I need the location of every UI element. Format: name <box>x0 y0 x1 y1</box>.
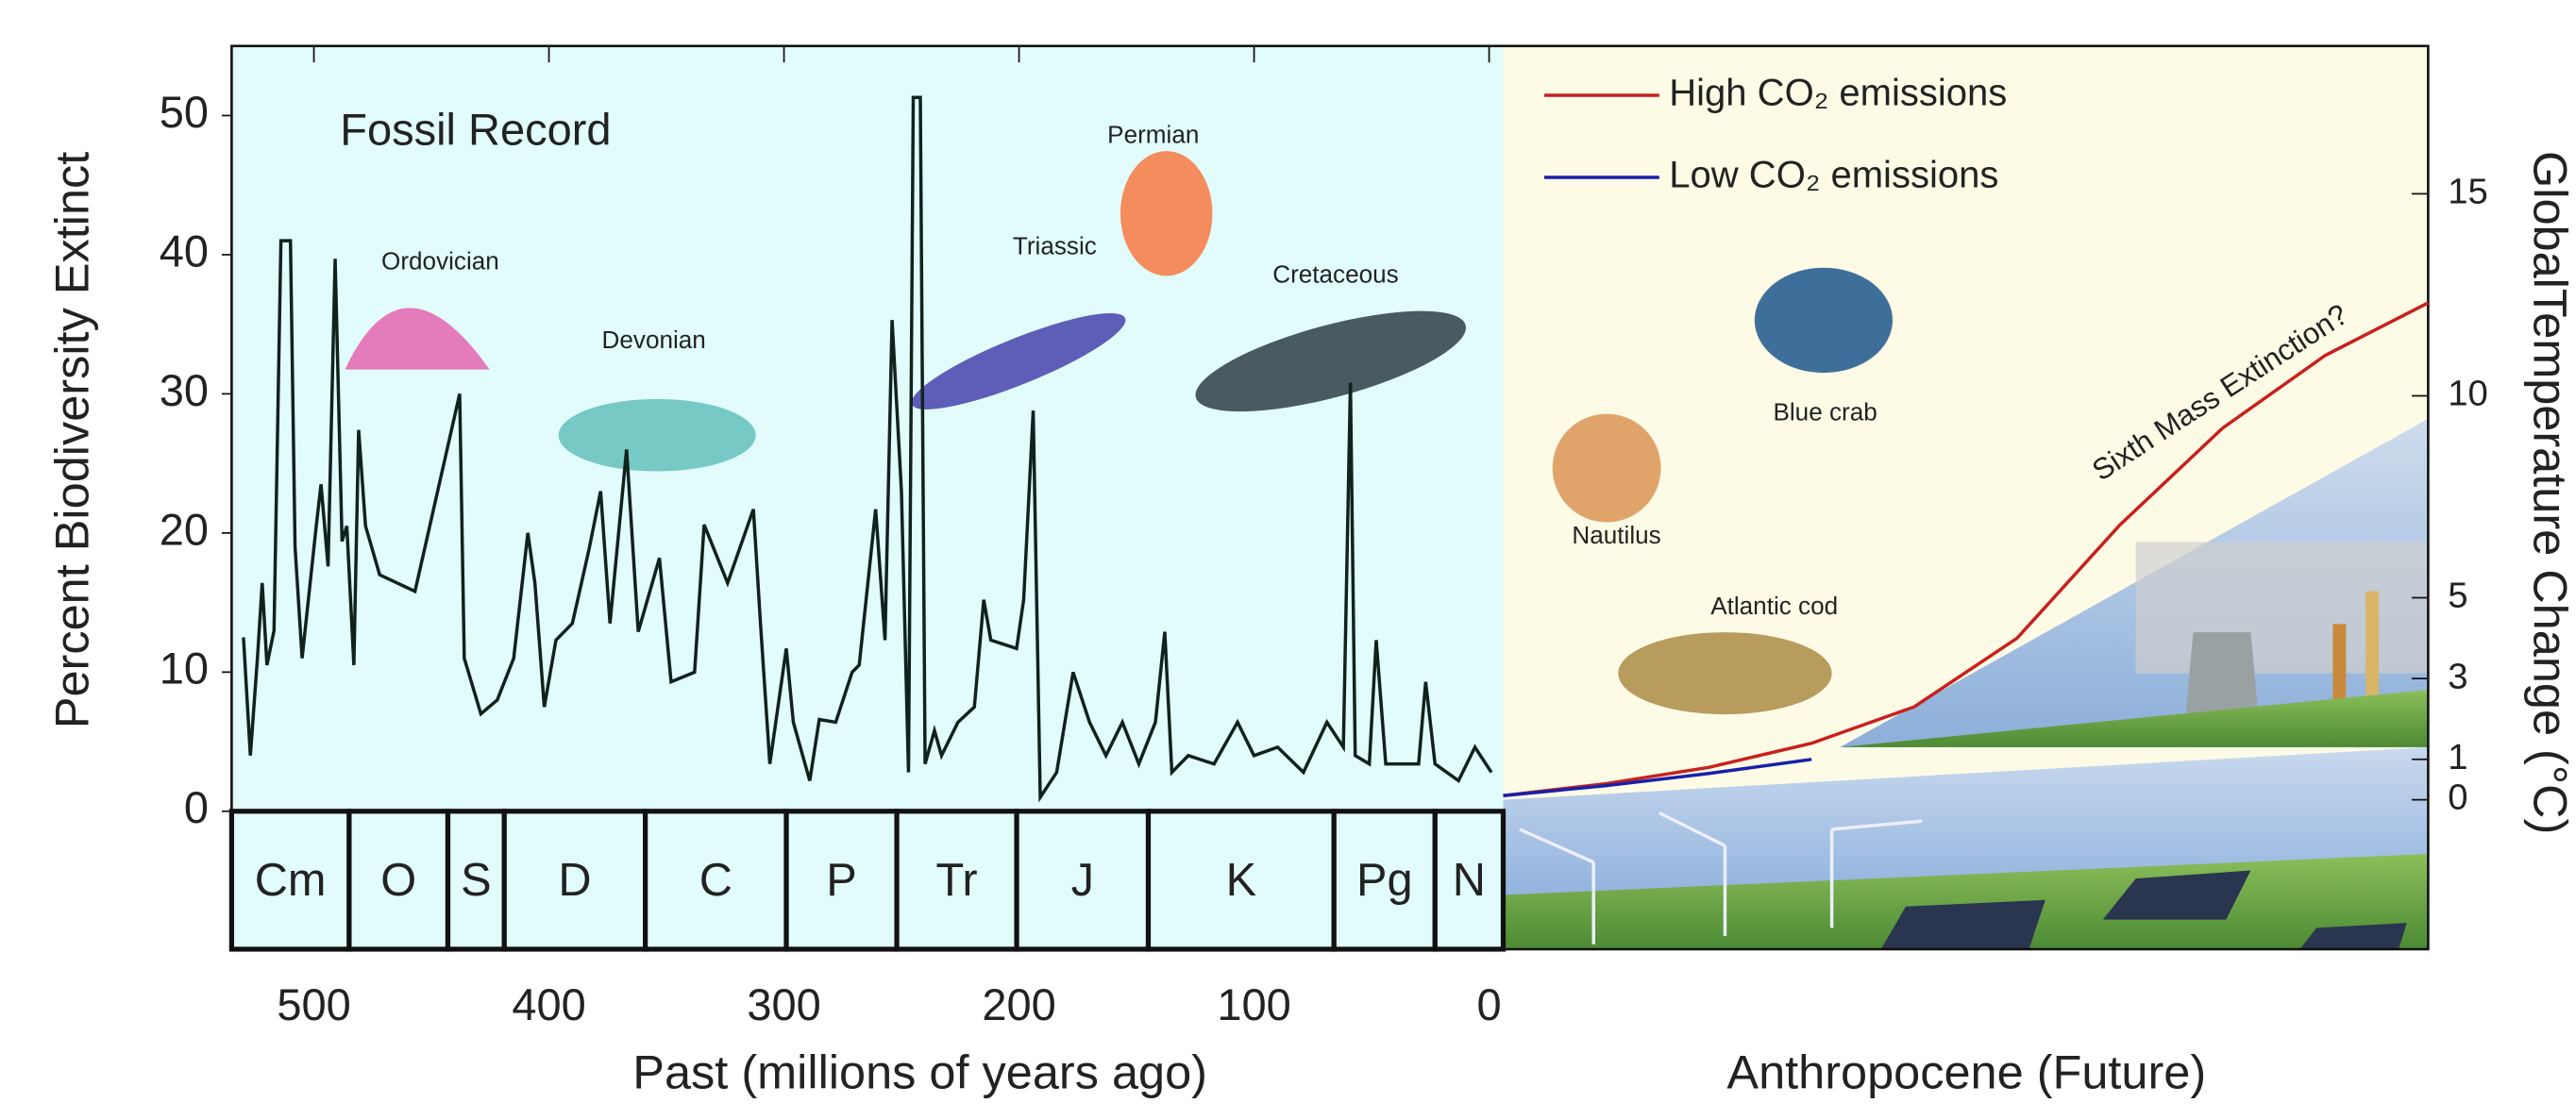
extinction-line <box>242 95 1493 803</box>
period-label: C <box>699 855 732 906</box>
period-box <box>1432 809 1507 952</box>
period-box <box>894 809 1019 952</box>
y2-tick-label: 3 <box>2448 656 2467 696</box>
y-axis-label: Percent Biodiversity Extinct <box>44 152 98 728</box>
annotation: Ordovician <box>381 246 499 275</box>
period-box <box>346 809 451 952</box>
period-label: N <box>1453 855 1486 906</box>
y2-tick-label: 5 <box>2448 576 2467 616</box>
annotation: Triassic <box>1013 232 1097 260</box>
y2-tick-label: 0 <box>2448 777 2467 818</box>
x-tick-label: 200 <box>982 979 1055 1029</box>
period-box <box>501 809 648 952</box>
landscape <box>1503 418 2429 949</box>
x-tick-label: 300 <box>747 979 820 1029</box>
annotation: Devonian <box>602 326 706 354</box>
series-label: Fossil Record <box>340 104 611 154</box>
x2-axis-label: Anthropocene (Future) <box>1726 1045 2206 1098</box>
temperature-line <box>1503 301 2430 797</box>
period-label: D <box>558 855 591 906</box>
y-tick-label: 10 <box>160 644 209 694</box>
annotation: Atlantic cod <box>1710 592 1838 620</box>
period-label: J <box>1071 855 1094 906</box>
period-label: S <box>461 855 492 906</box>
period-label: Cm <box>255 855 327 906</box>
y-tick-label: 20 <box>160 504 209 554</box>
period-box <box>643 809 789 952</box>
legend-label: Low CO₂ emissions <box>1669 155 1998 196</box>
period-label: K <box>1226 855 1257 906</box>
y-tick-label: 30 <box>160 365 209 415</box>
illustrations <box>345 151 1893 715</box>
y-tick-label: 50 <box>160 87 209 137</box>
period-label: Tr <box>935 855 977 906</box>
period-box <box>1145 809 1337 952</box>
x-tick-label: 400 <box>512 979 585 1029</box>
period-label: P <box>826 855 857 906</box>
x-tick-label: 500 <box>277 979 350 1029</box>
x-tick-label: 100 <box>1217 979 1290 1029</box>
x-tick-label: 0 <box>1476 979 1501 1029</box>
y2-axis-label: GlobalTemperature Change (°C) <box>2523 151 2576 834</box>
annotation: Cretaceous <box>1272 259 1398 288</box>
y-tick-label: 40 <box>160 226 209 276</box>
period-box <box>783 809 900 952</box>
y-tick-label: 0 <box>184 782 209 832</box>
y2-tick-label: 1 <box>2448 737 2467 777</box>
period-label: Pg <box>1356 855 1413 906</box>
annotation: Permian <box>1107 120 1199 148</box>
period-box <box>445 809 507 952</box>
y2-tick-label: 15 <box>2448 172 2488 212</box>
period-box <box>228 809 352 952</box>
y2-tick-label: 10 <box>2448 374 2488 414</box>
temperature-line <box>1503 758 1812 797</box>
legend-label: High CO₂ emissions <box>1669 73 2007 114</box>
annotation: Blue crab <box>1773 397 1877 426</box>
x-axis-label: Past (millions of years ago) <box>632 1045 1207 1098</box>
past-background <box>231 45 1504 949</box>
annotation: Nautilus <box>1572 521 1660 549</box>
period-label: O <box>380 855 416 906</box>
